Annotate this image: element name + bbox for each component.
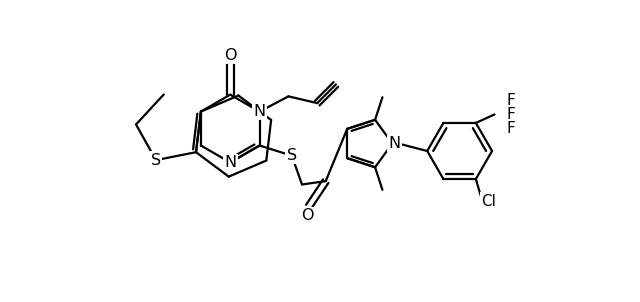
Text: S: S [151,153,161,168]
Text: O: O [301,208,314,223]
Text: S: S [287,148,297,163]
Text: N: N [253,104,266,119]
Text: N: N [224,155,236,170]
Text: Cl: Cl [481,194,496,209]
Text: F: F [506,121,515,136]
Text: N: N [388,136,401,151]
Text: F: F [506,107,515,122]
Text: O: O [224,48,237,63]
Text: F: F [506,93,515,108]
